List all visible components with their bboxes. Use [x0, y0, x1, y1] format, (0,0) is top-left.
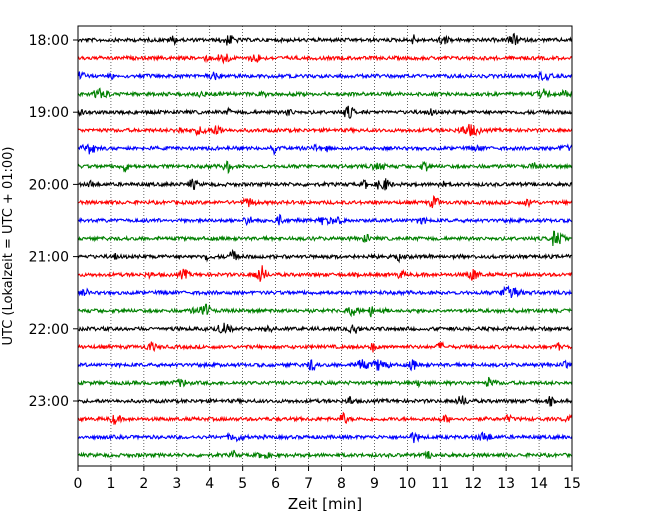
trace-row: [77, 359, 573, 372]
trace-row: [77, 449, 573, 460]
x-tick-label: 7: [304, 476, 313, 492]
x-tick-label: 8: [337, 476, 346, 492]
x-tick-label: 3: [172, 476, 181, 492]
x-tick-label: 11: [431, 476, 449, 492]
trace-row: [77, 194, 573, 209]
trace-row: [78, 70, 573, 82]
trace-row: [77, 248, 573, 264]
trace-row: [77, 395, 573, 407]
trace-row: [77, 411, 573, 426]
trace-row: [77, 303, 573, 318]
trace-row: [77, 376, 573, 389]
trace-rows: [77, 32, 573, 460]
y-axis-label: UTC (Lokalzeit = UTC + 01:00): [1, 147, 16, 346]
y-tick-label: 19:00: [29, 105, 69, 121]
trace-row: [77, 213, 573, 227]
x-tick-label: 9: [370, 476, 379, 492]
x-axis: 0 1 2 3 4 5 6 7 8 9 10 11 12 13 14 15: [74, 466, 581, 492]
trace-row: [77, 87, 573, 100]
trace-row: [77, 143, 573, 156]
x-tick-label: 10: [398, 476, 416, 492]
grid-lines: [110, 26, 540, 466]
trace-row: [77, 105, 573, 119]
x-tick-label: 12: [464, 476, 482, 492]
x-tick-label: 1: [106, 476, 115, 492]
plot-border: [77, 25, 573, 467]
y-tick-label: 18:00: [29, 33, 69, 49]
trace-row: [77, 160, 573, 175]
y-tick-label: 23:00: [29, 394, 69, 410]
trace-row: [77, 265, 573, 282]
x-axis-label: Zeit [min]: [288, 495, 362, 513]
trace-row: [77, 341, 573, 353]
x-tick-label: 14: [530, 476, 548, 492]
x-tick-label: 5: [238, 476, 247, 492]
trace-row: [77, 178, 573, 191]
x-tick-label: 15: [563, 476, 581, 492]
x-tick-label: 13: [497, 476, 515, 492]
trace-row: [77, 431, 573, 444]
trace-row: [77, 284, 573, 299]
x-tick-label: 6: [271, 476, 280, 492]
y-tick-label: 20:00: [29, 177, 69, 193]
trace-row: [77, 123, 573, 137]
plot-area: [78, 26, 572, 466]
trace-row: [77, 32, 573, 47]
y-tick-label: 22:00: [29, 322, 69, 338]
trace-row: [77, 53, 573, 65]
trace-row: [77, 230, 573, 247]
trace-row: [78, 322, 573, 335]
x-tick-label: 4: [205, 476, 214, 492]
x-tick-label: 0: [74, 476, 83, 492]
x-tick-label: 2: [139, 476, 148, 492]
y-tick-label: 21:00: [29, 250, 69, 266]
y-axis: 18:00 19:00 20:00 21:00 22:00 23:00: [29, 33, 78, 410]
